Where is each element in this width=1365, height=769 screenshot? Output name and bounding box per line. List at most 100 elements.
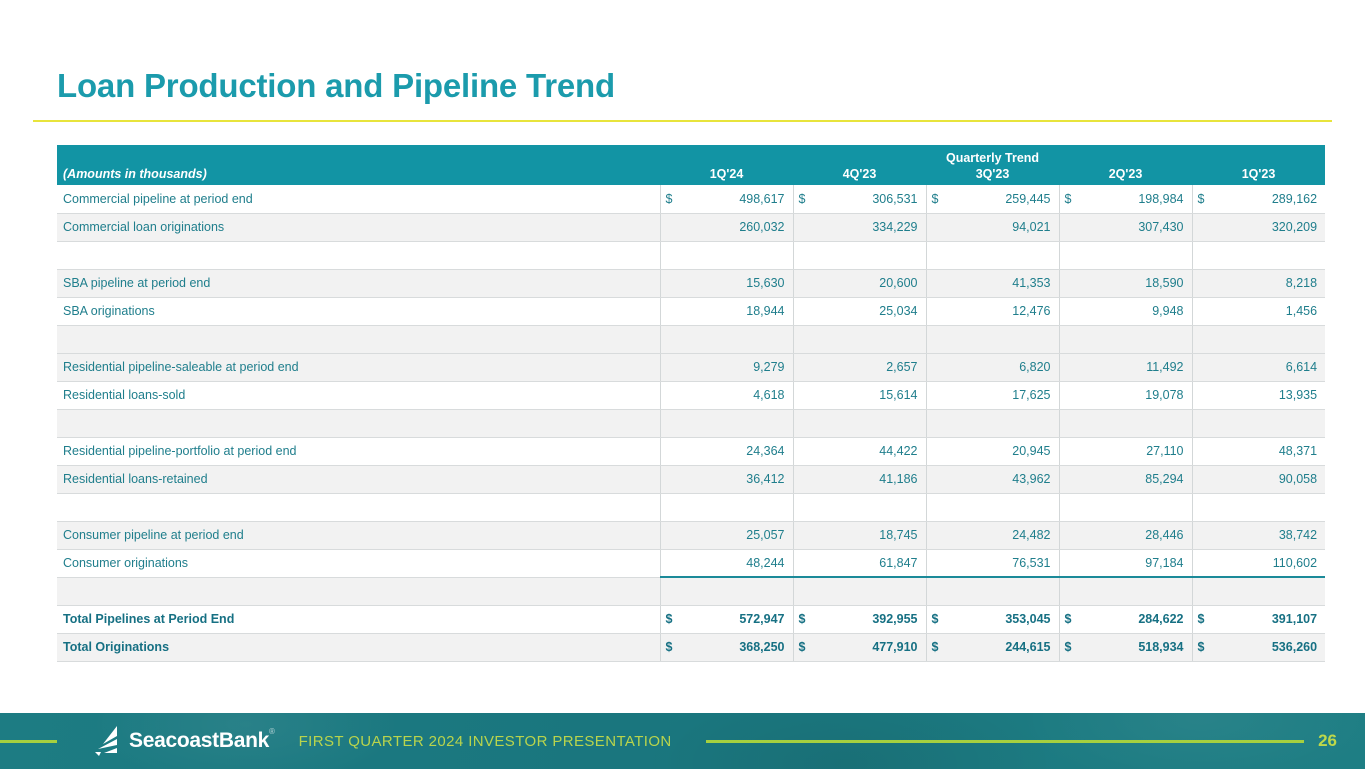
dollar-sign: $ xyxy=(798,612,806,626)
value-number: 38,742 xyxy=(1278,528,1318,542)
value-cell xyxy=(1191,409,1326,438)
value-cell: 43,962 xyxy=(925,465,1059,494)
dollar-sign: $ xyxy=(1064,191,1072,206)
value-cell: $353,045 xyxy=(925,605,1059,634)
value-number: 391,107 xyxy=(1271,612,1318,626)
value-cell xyxy=(1058,325,1192,354)
value-number: 9,279 xyxy=(753,360,785,374)
value-number: 6,614 xyxy=(1285,360,1318,374)
table-row: Residential pipeline-saleable at period … xyxy=(57,353,1326,382)
table-header: Quarterly Trend (Amounts in thousands) 1… xyxy=(57,145,1326,185)
value-number: 41,186 xyxy=(879,472,918,486)
dollar-sign: $ xyxy=(798,191,806,206)
value-cell: $391,107 xyxy=(1191,605,1326,634)
value-cell xyxy=(1058,577,1192,606)
row-label xyxy=(57,325,660,354)
value-cell xyxy=(925,241,1059,270)
footer-bar: SeacoastBank® FIRST QUARTER 2024 INVESTO… xyxy=(0,713,1365,769)
value-number: 518,934 xyxy=(1138,640,1184,654)
value-cell xyxy=(925,325,1059,354)
table-row: Commercial pipeline at period end $498,61… xyxy=(57,185,1326,214)
value-cell: 9,948 xyxy=(1058,297,1192,326)
value-cell: 41,353 xyxy=(925,269,1059,298)
value-number: 260,032 xyxy=(739,220,785,234)
value-cell: 94,021 xyxy=(925,213,1059,242)
value-cell: $259,445 xyxy=(925,185,1059,214)
table-row: Consumer pipeline at period end 25,057 18,… xyxy=(57,521,1326,550)
dollar-sign: $ xyxy=(931,612,939,626)
value-cell: $198,984 xyxy=(1058,185,1192,214)
row-label: Residential pipeline-portfolio at period… xyxy=(57,437,660,466)
value-cell: 110,602 xyxy=(1191,549,1326,578)
value-cell xyxy=(659,493,793,522)
dollar-sign: $ xyxy=(1197,612,1205,626)
table-row: Residential pipeline-portfolio at period… xyxy=(57,437,1326,466)
value-cell xyxy=(659,241,793,270)
value-number: 17,625 xyxy=(1012,388,1051,402)
row-label: Residential loans-sold xyxy=(57,381,660,410)
value-number: 13,935 xyxy=(1278,388,1318,402)
registered-mark: ® xyxy=(268,727,275,736)
spacer-row xyxy=(57,241,1326,270)
value-number: 24,482 xyxy=(1012,528,1051,542)
value-number: 18,745 xyxy=(879,528,918,542)
value-cell: 25,034 xyxy=(792,297,926,326)
value-number: 18,590 xyxy=(1145,276,1184,290)
group-header-row: Quarterly Trend xyxy=(57,145,1326,166)
value-cell: $536,260 xyxy=(1191,633,1326,662)
group-header-label: Quarterly Trend xyxy=(660,145,1326,166)
value-cell xyxy=(659,409,793,438)
value-number: 368,250 xyxy=(739,640,785,654)
value-number: 12,476 xyxy=(1012,304,1051,318)
value-number: 6,820 xyxy=(1019,360,1051,374)
value-cell: $498,617 xyxy=(659,185,793,214)
dollar-sign: $ xyxy=(931,640,939,654)
column-header-1q24: 1Q'24 xyxy=(660,166,793,185)
value-number: 15,630 xyxy=(746,276,785,290)
value-number: 48,371 xyxy=(1278,444,1318,458)
footer-left-accent-line xyxy=(0,739,57,743)
value-cell xyxy=(1191,577,1326,606)
value-cell: $306,531 xyxy=(792,185,926,214)
value-cell xyxy=(925,409,1059,438)
value-cell xyxy=(1058,493,1192,522)
value-number: 36,412 xyxy=(746,472,785,486)
value-cell: 15,614 xyxy=(792,381,926,410)
page-number: 26 xyxy=(1318,731,1337,750)
column-header-3q23: 3Q'23 xyxy=(926,166,1059,185)
row-label: Commercial pipeline at period end xyxy=(57,185,660,214)
value-number: 85,294 xyxy=(1145,472,1184,486)
spacer-row xyxy=(57,325,1326,354)
value-cell: 18,745 xyxy=(792,521,926,550)
value-number: 18,944 xyxy=(746,304,785,318)
value-number: 9,948 xyxy=(1152,304,1184,318)
value-cell xyxy=(659,325,793,354)
value-number: 43,962 xyxy=(1012,472,1051,486)
row-label: SBA pipeline at period end xyxy=(57,269,660,298)
value-cell: 334,229 xyxy=(792,213,926,242)
table-row: SBA pipeline at period end 15,630 20,600 41… xyxy=(57,269,1326,298)
row-label: SBA originations xyxy=(57,297,660,326)
value-cell: 61,847 xyxy=(792,549,926,578)
value-cell: $572,947 xyxy=(659,605,793,634)
logo-wordmark: SeacoastBank® xyxy=(129,727,275,752)
value-number: 498,617 xyxy=(739,191,785,206)
value-cell: 48,244 xyxy=(659,549,793,578)
value-number: 11,492 xyxy=(1146,360,1184,374)
value-cell: 36,412 xyxy=(659,465,793,494)
value-cell: 307,430 xyxy=(1058,213,1192,242)
value-cell: $518,934 xyxy=(1058,633,1192,662)
table-row: Consumer originations 48,244 61,847 76,531 9… xyxy=(57,549,1326,578)
value-number: 97,184 xyxy=(1145,555,1184,570)
value-number: 1,456 xyxy=(1285,304,1318,318)
table-row: Total Pipelines at Period End $572,947 $39… xyxy=(57,605,1326,634)
value-number: 572,947 xyxy=(739,612,785,626)
value-cell: 15,630 xyxy=(659,269,793,298)
value-cell xyxy=(792,325,926,354)
footer-right-accent-line xyxy=(705,739,1305,743)
value-cell: 38,742 xyxy=(1191,521,1326,550)
value-cell xyxy=(792,577,926,606)
value-cell: 24,364 xyxy=(659,437,793,466)
value-cell xyxy=(925,493,1059,522)
value-cell: 90,058 xyxy=(1191,465,1326,494)
